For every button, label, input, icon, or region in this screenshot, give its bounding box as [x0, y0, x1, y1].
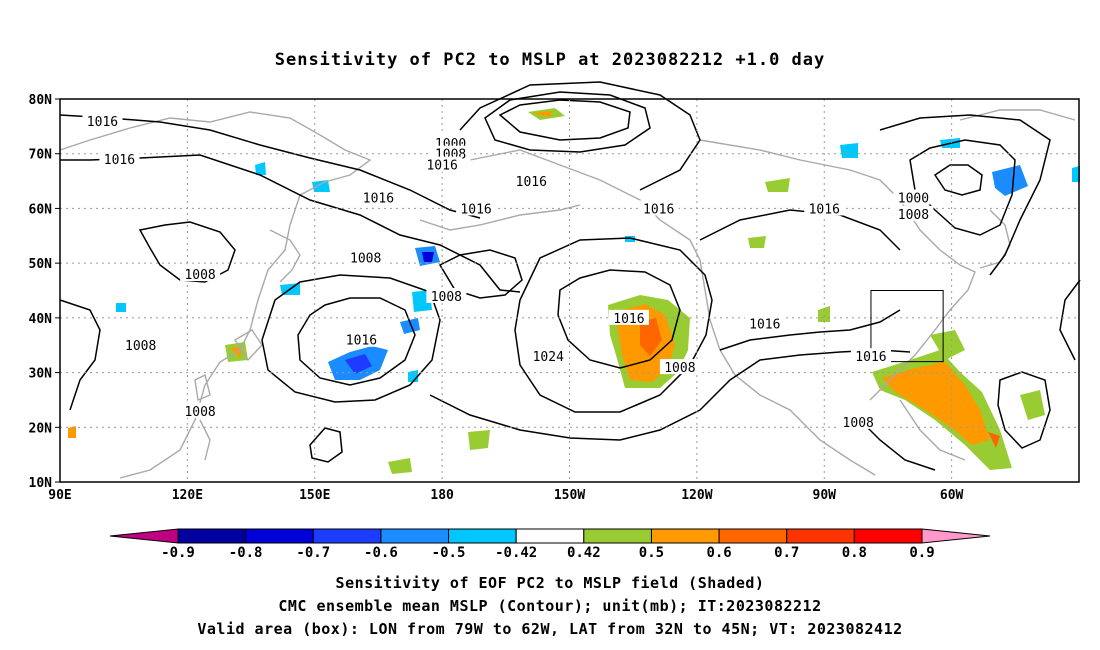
isobar-label-bg: [345, 249, 386, 265]
positive-sensitivity-area-strong: [882, 362, 990, 445]
longitude-label: 90E: [48, 488, 71, 503]
isobar-label: 1016: [363, 191, 394, 206]
latitude-label: 30N: [29, 367, 53, 382]
colorbar-segment: [515, 528, 585, 544]
isobar-label-bg: [422, 156, 463, 172]
colorbar: -0.9 -0.8 -0.7 -0.6 -0.5 -0.42 0.42 0.5 0.6 0.7 0.…: [109, 528, 991, 561]
isobar-label-bg: [638, 200, 679, 216]
colorbar-label: -0.9: [161, 545, 195, 561]
isobar-label-bg: [893, 189, 934, 205]
colorbar-low-arrow: [109, 528, 179, 544]
latitude-label: 20N: [29, 421, 53, 436]
isobar-label: 1008: [664, 361, 695, 376]
colorbar-segment: [650, 528, 720, 544]
isobar-label: 1008: [184, 405, 215, 420]
colorbar-segment: [245, 528, 314, 544]
longitude-label: 120W: [681, 488, 712, 503]
isobar-label-bg: [659, 359, 700, 375]
map-title: Sensitivity of PC2 to MSLP at 2023082212…: [274, 50, 826, 70]
colorbar-label: 0.9: [909, 545, 934, 561]
isobar-label-bg: [838, 413, 879, 429]
isobar-label-bg: [82, 112, 123, 128]
footer-line-3: Valid area (box): LON from 79W to 62W, L…: [197, 620, 903, 638]
isobar-label-bg: [528, 348, 569, 364]
isobar-label-bg: [456, 200, 497, 216]
colorbar-label: 0.8: [842, 545, 867, 561]
footer-line-2: CMC ensemble mean MSLP (Contour); unit(m…: [278, 597, 822, 615]
colorbar-label: 0.7: [774, 545, 799, 561]
longitude-label: 90W: [813, 488, 837, 503]
isobar-label-bg: [744, 315, 785, 331]
isobar-label: 1016: [643, 202, 674, 217]
isobar-label: 1008: [184, 268, 215, 283]
isobar-labels: 1016 1016 1000 1008 1016 1016 1016 1016 1016 1016…: [82, 112, 934, 431]
colorbar-segment: [448, 528, 517, 544]
isobar-label: 1016: [426, 159, 457, 174]
colorbar-label: -0.7: [296, 545, 330, 561]
colorbar-label: -0.6: [364, 545, 398, 561]
isobar-label: 1016: [460, 202, 491, 217]
colorbar-segment: [786, 528, 855, 544]
isobar-label: 1008: [898, 208, 929, 223]
colorbar-segment: [380, 528, 450, 544]
valid-area-box: [870, 290, 944, 363]
isobar-label: 1008: [350, 252, 381, 267]
isobar-label: 1024: [533, 350, 564, 365]
isobar-label: 1000: [898, 191, 929, 206]
isobar-label-bg: [120, 337, 161, 353]
isobar-label-bg: [99, 151, 140, 167]
latitude-label: 40N: [29, 312, 53, 327]
colorbar-segment: [177, 528, 247, 544]
isobar-label-bg: [511, 173, 552, 189]
colorbar-high-arrow: [921, 528, 991, 544]
colorbar-label: 0.6: [706, 545, 731, 561]
colorbar-segment: [718, 528, 788, 544]
footer-line-1: Sensitivity of EOF PC2 to MSLP field (Sh…: [335, 574, 765, 592]
isobar-label-bg: [180, 266, 221, 282]
coastlines: [59, 109, 1076, 479]
colorbar-segment: [853, 528, 923, 544]
isobar-label-bg: [180, 402, 221, 418]
latitude-label: 50N: [29, 257, 53, 272]
latitude-label: 60N: [29, 202, 53, 217]
isobar-label-bg: [804, 200, 845, 216]
colorbar-segment: [583, 528, 652, 544]
longitude-label: 60W: [940, 488, 964, 503]
latitude-label: 10N: [29, 476, 53, 491]
longitude-label: 120E: [172, 488, 203, 503]
graticule: [60, 99, 1079, 482]
latitude-label: 80N: [29, 93, 53, 108]
isobar-label-bg: [358, 189, 399, 205]
isobar-label: 1008: [431, 290, 462, 305]
isobar-label: 1016: [87, 115, 118, 130]
isobar-label: 1016: [104, 153, 135, 168]
colorbar-label: -0.5: [432, 545, 466, 561]
isobar-label: 1016: [749, 317, 780, 332]
isobar-label-bg: [850, 348, 891, 364]
sensitivity-shading: [68, 108, 1080, 474]
longitude-label: 150E: [299, 488, 330, 503]
isobar-label: 1016: [516, 175, 547, 190]
longitude-label: 180: [430, 488, 454, 503]
colorbar-label: -0.8: [229, 545, 263, 561]
isobar-label: 1008: [125, 339, 156, 354]
colorbar-label: -0.42: [495, 545, 537, 561]
isobar-label: 1016: [855, 350, 886, 365]
latitude-label: 70N: [29, 148, 53, 163]
colorbar-label: 0.42: [567, 545, 601, 561]
isobar-label: 1008: [843, 416, 874, 431]
isobar-label: 1016: [809, 202, 840, 217]
isobar-label-bg: [341, 331, 382, 347]
isobar-label: 1016: [613, 312, 644, 327]
map-frame: [59, 98, 1080, 483]
colorbar-label: 0.5: [639, 545, 664, 561]
isobar-label-bg: [426, 287, 467, 303]
isobar-label: 1016: [346, 334, 377, 349]
longitude-label: 150W: [554, 488, 585, 503]
colorbar-segment: [312, 528, 382, 544]
isobar-label-bg: [608, 309, 649, 325]
isobar-label-bg: [893, 205, 934, 221]
